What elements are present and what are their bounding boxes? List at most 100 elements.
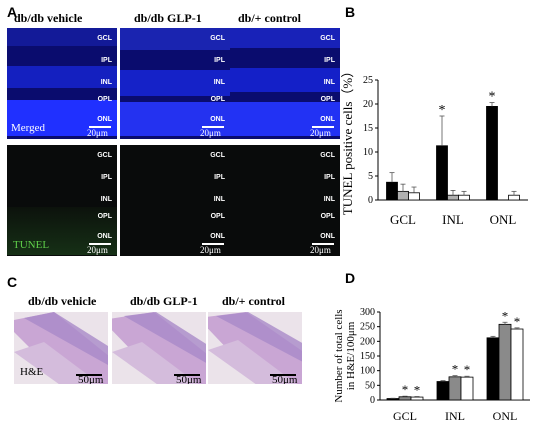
- merged-image-control: GCL IPL INL OPL ONL 20μm: [230, 28, 340, 139]
- layer-inl-label: INL: [323, 79, 335, 86]
- panel-a-col-2-title: db/db GLP-1: [134, 11, 202, 25]
- panel-d-label: D: [345, 270, 356, 286]
- scale-bar: [312, 126, 334, 128]
- panel-c-col-2-title: db/db GLP-1: [130, 294, 198, 308]
- y-axis-label: TUNEL positive cells（%）: [340, 65, 355, 215]
- scale-bar: [89, 243, 111, 245]
- y-tick-label: 50: [365, 380, 375, 391]
- layer-inl-label: INL: [100, 79, 112, 86]
- scale-bar: [312, 243, 334, 245]
- layer-inl-label: INL: [323, 196, 335, 203]
- y-tick-label: 0: [368, 195, 373, 206]
- layer-inl-label: INL: [213, 79, 225, 86]
- layer-gcl-label: GCL: [320, 35, 335, 42]
- category-label: GCL: [393, 409, 417, 423]
- bar: [460, 376, 474, 401]
- scale-label: 50μm: [176, 374, 202, 384]
- bar: [386, 398, 400, 401]
- hne-image-control: 50μm: [208, 312, 302, 384]
- layer-gcl-label: GCL: [210, 35, 225, 42]
- significance-star: *: [414, 382, 421, 397]
- significance-star: *: [464, 362, 471, 377]
- bar: [398, 396, 412, 401]
- layer-ipl-label: IPL: [324, 174, 335, 181]
- y-tick-label: 200: [360, 336, 375, 347]
- layer-opl-label: OPL: [97, 213, 112, 220]
- panel-a-col-1-title: db/db vehicle: [14, 11, 83, 25]
- panel-c-label: C: [7, 274, 18, 290]
- layer-onl-label: ONL: [97, 116, 112, 123]
- layer-gcl-label: GCL: [97, 35, 112, 42]
- stain-label: H&E: [20, 366, 44, 378]
- bar: [510, 328, 524, 401]
- layer-opl-label: OPL: [210, 213, 225, 220]
- scale-label: 20μm: [200, 245, 221, 255]
- y-tick-label: 250: [360, 322, 375, 333]
- bar: [448, 376, 462, 401]
- bar: [436, 145, 448, 201]
- bar: [458, 194, 470, 201]
- layer-opl-label: OPL: [320, 213, 335, 220]
- layer-onl-label: ONL: [320, 233, 335, 240]
- scale-bar: [89, 126, 111, 128]
- category-label: INL: [442, 212, 464, 227]
- y-tick-label: 300: [360, 307, 375, 318]
- panel-a-col-3-title: db/+ control: [238, 11, 301, 25]
- hne-image-vehicle: H&E 50μm: [14, 312, 108, 384]
- layer-opl-label: OPL: [97, 96, 112, 103]
- tunel-row-label: TUNEL: [13, 239, 50, 251]
- scale-label: 50μm: [78, 374, 104, 384]
- panel-b-label: B: [345, 4, 356, 20]
- merged-image-glp1: GCL IPL INL OPL ONL 20μm: [120, 28, 230, 139]
- scale-bar: [76, 374, 102, 376]
- tunel-image-glp1: GCL IPL INL OPL ONL 20μm: [120, 145, 230, 256]
- y-tick-label: 10: [363, 147, 373, 158]
- layer-ipl-label: IPL: [101, 57, 112, 64]
- layer-gcl-label: GCL: [97, 152, 112, 159]
- y-tick-label: 0: [370, 395, 375, 406]
- layer-inl-label: INL: [213, 196, 225, 203]
- layer-onl-label: ONL: [320, 116, 335, 123]
- panel-a-label: A: [7, 4, 18, 20]
- tunel-bar-chart: 0 5 10 15 20 25 TUNEL positive cells（%） GCL INL O…: [340, 65, 528, 227]
- scale-label: 50μm: [272, 374, 298, 384]
- scale-label: 20μm: [87, 128, 108, 138]
- layer-opl-label: OPL: [210, 96, 225, 103]
- bar: [386, 181, 398, 201]
- merged-row-label: Merged: [11, 122, 46, 134]
- layer-onl-label: ONL: [210, 116, 225, 123]
- significance-star: *: [502, 308, 509, 323]
- layer-inl-label: INL: [100, 196, 112, 203]
- y-tick-label: 15: [363, 123, 373, 134]
- bar: [408, 192, 420, 201]
- scale-label: 20μm: [310, 245, 331, 255]
- hne-image-glp1: 50μm: [112, 312, 206, 384]
- category-label: ONL: [493, 409, 518, 423]
- significance-star: *: [514, 314, 521, 329]
- bar: [436, 381, 450, 401]
- panel-c-col-3-title: db/+ control: [222, 294, 285, 308]
- merged-image-vehicle: GCL IPL INL OPL ONL Merged 20μm: [7, 28, 117, 139]
- significance-star: *: [489, 90, 496, 105]
- scale-label: 20μm: [200, 128, 221, 138]
- y-tick-label: 100: [360, 366, 375, 377]
- layer-gcl-label: GCL: [210, 152, 225, 159]
- bar: [397, 190, 409, 201]
- y-tick-label: 25: [363, 75, 373, 86]
- significance-star: *: [402, 382, 409, 397]
- layer-onl-label: ONL: [210, 233, 225, 240]
- significance-star: *: [452, 362, 459, 377]
- category-label: INL: [445, 409, 465, 423]
- scale-bar: [202, 243, 224, 245]
- layer-ipl-label: IPL: [324, 57, 335, 64]
- layer-opl-label: OPL: [320, 96, 335, 103]
- scale-bar: [270, 374, 296, 376]
- bar: [410, 396, 424, 401]
- y-tick-label: 20: [363, 99, 373, 110]
- layer-ipl-label: IPL: [214, 57, 225, 64]
- panel-c-col-1-title: db/db vehicle: [28, 294, 97, 308]
- y-tick-label: 150: [360, 351, 375, 362]
- y-axis-label: Number of total cellsin H&E/100μm: [333, 309, 357, 402]
- bar: [486, 337, 500, 401]
